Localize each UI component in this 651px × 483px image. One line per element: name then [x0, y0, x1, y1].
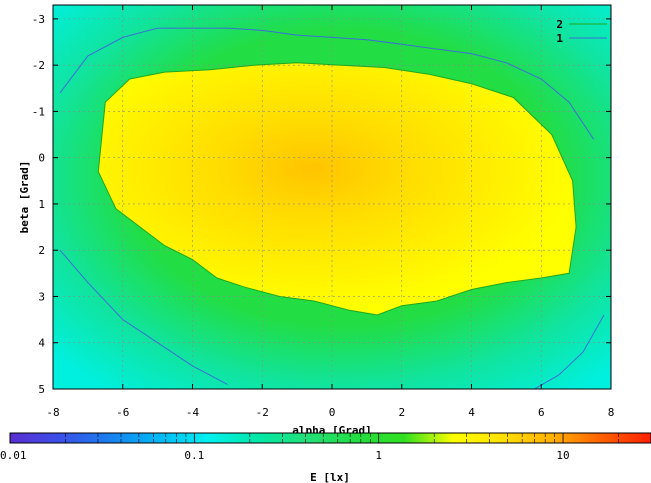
y-tick-label: 4	[38, 337, 45, 350]
colorbar-tick-label: 0.01	[0, 449, 27, 462]
contour-line-level-1-lower-right	[534, 314, 605, 389]
y-axis-title: beta [Grad]	[18, 161, 31, 234]
y-tick-label: 2	[38, 244, 45, 257]
colorbar-title: E [lx]	[310, 471, 350, 483]
legend-label-level-2: 2	[556, 18, 563, 31]
colorbar-minor-ticks	[65, 433, 651, 443]
x-tick-label: -4	[186, 406, 200, 419]
x-axis-ticks: -8 -6 -4 -2 0 2 4 6 8	[46, 5, 614, 419]
y-tick-label: 1	[38, 198, 45, 211]
y-tick-label: 5	[38, 383, 45, 396]
y-tick-label: -2	[32, 59, 45, 72]
heatmap-inner-region	[98, 62, 577, 315]
x-tick-label: 6	[538, 406, 545, 419]
y-tick-label: -1	[32, 105, 45, 118]
contour-line-level-1-lower-left	[59, 249, 228, 385]
colorbar-tick-labels: 0.01 0.1 1 10	[0, 433, 570, 462]
colorbar-tick-label: 10	[556, 449, 569, 462]
colorbar: 0.01 0.1 1 10 E [lx]	[0, 432, 651, 483]
contour-line-level-1-upper	[59, 27, 595, 140]
colorbar-tick-label: 1	[375, 449, 382, 462]
legend-label-level-1: 1	[556, 32, 563, 45]
colorbar-tick-label: 0.1	[184, 449, 204, 462]
x-tick-label: 0	[329, 406, 336, 419]
x-tick-label: -8	[46, 406, 59, 419]
x-tick-label: -6	[116, 406, 129, 419]
x-tick-label: 4	[468, 406, 475, 419]
legend: 2 1	[556, 18, 607, 45]
x-tick-label: 8	[608, 406, 615, 419]
y-tick-label: -3	[32, 13, 45, 26]
grid-lines	[53, 5, 611, 389]
y-tick-label: 3	[38, 290, 45, 303]
x-tick-label: 2	[398, 406, 405, 419]
contour-line-level-2	[97, 62, 577, 316]
x-tick-label: -2	[256, 406, 269, 419]
y-tick-label: 0	[38, 152, 45, 165]
